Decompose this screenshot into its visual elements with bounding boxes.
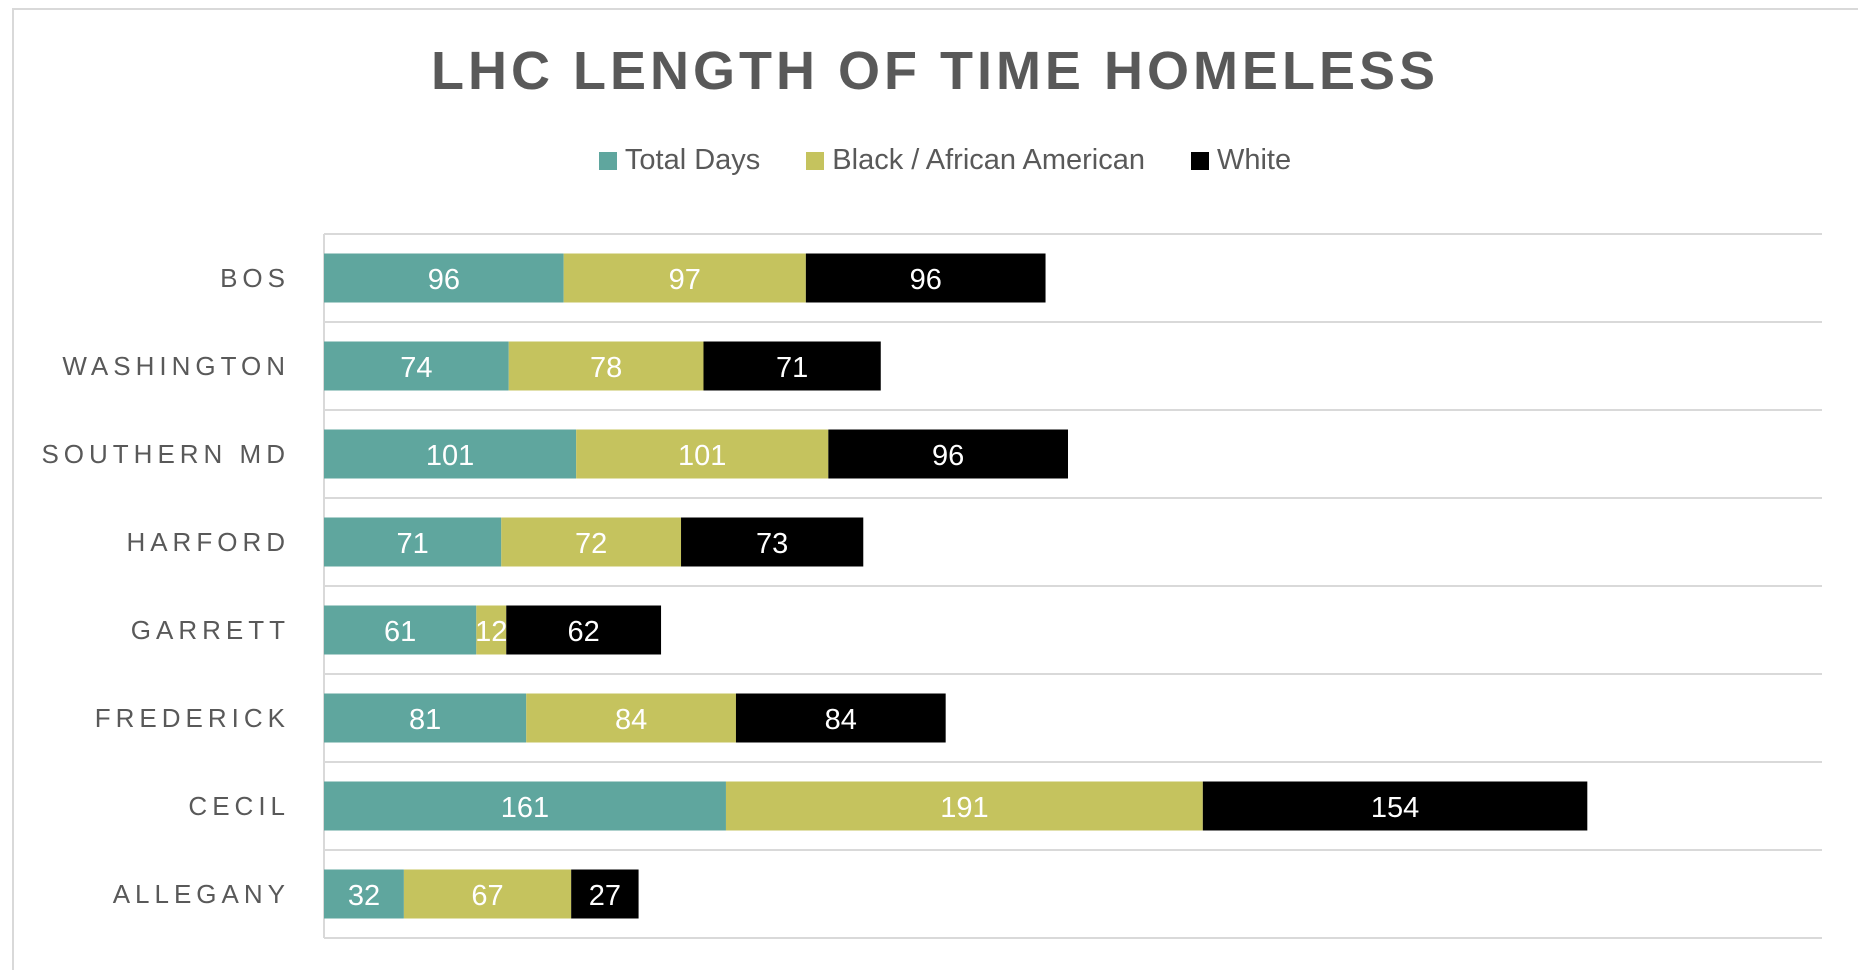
data-label-harford-series-0: 71 [396,528,428,560]
data-label-frederick-series-1: 84 [615,704,647,736]
data-label-southern-md-series-2: 96 [932,440,964,472]
data-label-cecil-series-0: 161 [501,792,549,824]
data-label-garrett-series-2: 62 [568,616,600,648]
chart-title: LHC LENGTH OF TIME HOMELESS [431,41,1439,101]
legend-label-white: White [1216,144,1292,176]
category-label-bos: BOS [220,263,290,293]
category-label-washington: WASHINGTON [62,351,290,381]
data-label-bos-series-2: 96 [910,264,942,296]
data-label-garrett-series-1: 12 [475,616,507,648]
data-label-washington-series-0: 74 [400,352,432,384]
category-label-garrett: GARRETT [131,615,290,645]
data-label-allegany-series-0: 32 [348,880,380,912]
data-label-allegany-series-1: 67 [471,880,503,912]
category-label-southern-md: SOUTHERN MD [41,439,290,469]
bar-washington-series-0 [324,341,509,391]
bar-washington-series-1 [508,341,704,391]
bar-harford-series-0 [324,517,502,567]
data-label-washington-series-2: 71 [776,352,808,384]
bar-southern-md-series-1 [576,429,829,479]
data-label-harford-series-1: 72 [575,528,607,560]
bar-cecil-series-0 [324,781,726,831]
bar-allegany-series-0 [324,869,404,919]
legend-item-black-african-american: Black / African American [806,144,1145,177]
category-label-frederick: FREDERICK [95,703,290,733]
bar-frederick-series-2 [735,693,946,743]
bar-bos-series-1 [563,253,806,303]
bar-garrett-series-2 [506,605,662,655]
category-label-harford: HARFORD [126,527,290,557]
bar-southern-md-series-0 [324,429,577,479]
data-label-bos-series-0: 96 [428,264,460,296]
legend-label-total-days: Total Days [624,144,761,176]
bar-frederick-series-1 [526,693,736,743]
category-label-allegany: ALLEGANY [113,879,290,909]
data-label-bos-series-1: 97 [669,264,701,296]
bar-southern-md-series-2 [828,429,1069,479]
bar-harford-series-1 [501,517,682,567]
legend-item-total-days: Total Days [598,144,761,177]
legend: Total Days Black / African American Whit… [0,144,1858,177]
data-label-frederick-series-2: 84 [825,704,857,736]
data-label-harford-series-2: 73 [756,528,788,560]
bar-cecil-series-2 [1202,781,1588,831]
bar-garrett-series-0 [324,605,477,655]
bar-garrett-series-1 [476,605,507,655]
bar-allegany-series-2 [571,869,639,919]
bar-cecil-series-1 [725,781,1203,831]
category-label-cecil: CECIL [188,791,290,821]
bar-bos-series-0 [324,253,564,303]
legend-swatch-total-days [598,151,617,170]
data-label-southern-md-series-0: 101 [426,440,474,472]
bar-harford-series-2 [681,517,864,567]
data-label-garrett-series-0: 61 [384,616,416,648]
legend-label-black-african-american: Black / African American [832,144,1145,176]
data-label-washington-series-1: 78 [590,352,622,384]
bar-allegany-series-1 [403,869,572,919]
bar-washington-series-2 [703,341,881,391]
data-label-cecil-series-1: 191 [940,792,988,824]
bar-frederick-series-0 [324,693,527,743]
data-label-southern-md-series-1: 101 [678,440,726,472]
data-label-allegany-series-2: 27 [589,880,621,912]
legend-swatch-white [1190,151,1209,170]
data-label-frederick-series-0: 81 [409,704,441,736]
legend-swatch-black-african-american [806,151,825,170]
legend-item-white: White [1190,144,1292,177]
data-label-cecil-series-2: 154 [1371,792,1419,824]
bar-bos-series-2 [805,253,1046,303]
